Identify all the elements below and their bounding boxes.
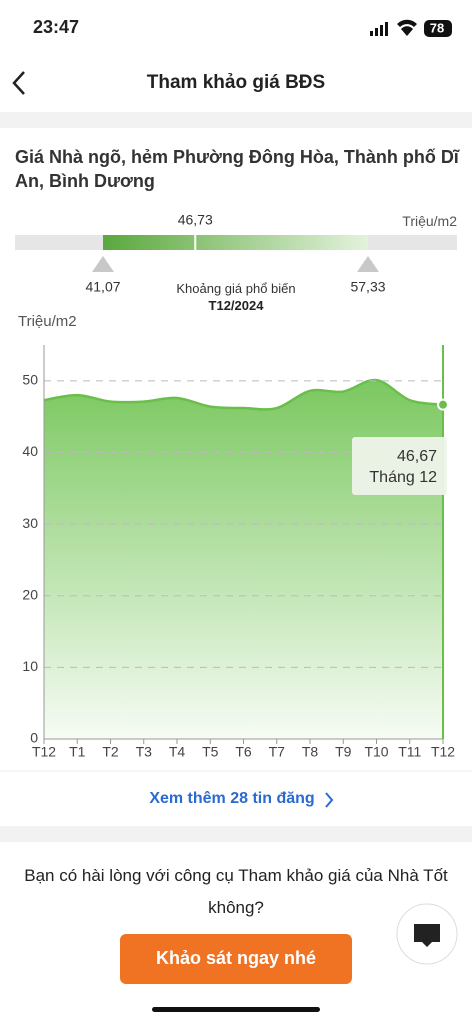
x-tick-label: T5 xyxy=(202,744,219,760)
tooltip xyxy=(352,437,447,495)
survey-button[interactable] xyxy=(120,934,352,984)
link-arrow xyxy=(325,792,334,808)
x-tick-label: T3 xyxy=(136,744,153,760)
x-tick-label: T2 xyxy=(102,744,119,760)
y-tick-label: 0 xyxy=(30,730,38,746)
line xyxy=(43,378,444,411)
area xyxy=(44,379,443,739)
x-tick-label: T11 xyxy=(398,744,421,760)
tooltip-label: Tháng 12 xyxy=(369,469,437,486)
x-tick-label: T12 xyxy=(431,744,455,760)
y-tick-label: 10 xyxy=(22,658,38,674)
range-unit: Triệu/m2 xyxy=(402,213,457,229)
range-pointer xyxy=(357,256,380,272)
y-tick-label: 30 xyxy=(22,515,38,531)
status-time: 23:47 xyxy=(33,17,80,37)
chat-icon xyxy=(414,924,440,947)
x-tick-label: T10 xyxy=(364,744,388,760)
range-high-label: 57,33 xyxy=(350,279,385,295)
separator xyxy=(0,112,472,128)
card-title: Giá Nhà ngõ, hẻm Phường Đông Hòa, Thành … xyxy=(15,147,459,191)
survey-button-label: Khảo sát ngay nhé xyxy=(155,948,317,968)
range-caption: Khoảng giá phổ biến xyxy=(176,281,296,296)
x-tick-label: T9 xyxy=(335,744,352,760)
survey-question: Bạn có hài lòng với công cụ Tham khảo gi… xyxy=(24,866,448,917)
separator xyxy=(0,826,472,842)
home-indicator xyxy=(152,1007,320,1012)
range-low-label: 41,07 xyxy=(85,279,120,295)
range-period: T12/2024 xyxy=(208,298,264,313)
more-listings-link[interactable]: Xem thêm 28 tin đăng xyxy=(149,790,315,807)
back-button[interactable] xyxy=(12,71,25,95)
range-mid-label: 46,73 xyxy=(178,212,213,228)
y-tick-label: 20 xyxy=(22,586,38,602)
y-tick-label: 50 xyxy=(22,372,38,388)
x-tick-label: T12 xyxy=(32,744,56,760)
y-axis-label: Triệu/m2 xyxy=(18,313,77,330)
x-tick-label: T8 xyxy=(302,744,319,760)
range-fill xyxy=(103,235,369,250)
x-tick-label: T4 xyxy=(169,744,186,760)
tooltip-value: 46,67 xyxy=(397,448,437,465)
battery-level: 78 xyxy=(430,20,444,35)
x-tick-label: T1 xyxy=(69,744,86,760)
x-tick-label: T7 xyxy=(269,744,286,760)
range-pointer xyxy=(92,256,115,272)
y-tick-label: 40 xyxy=(22,443,38,459)
x-tick-label: T6 xyxy=(235,744,252,760)
header-title: Tham khảo giá BĐS xyxy=(146,72,326,93)
status-icons xyxy=(370,19,452,37)
point xyxy=(437,398,449,411)
